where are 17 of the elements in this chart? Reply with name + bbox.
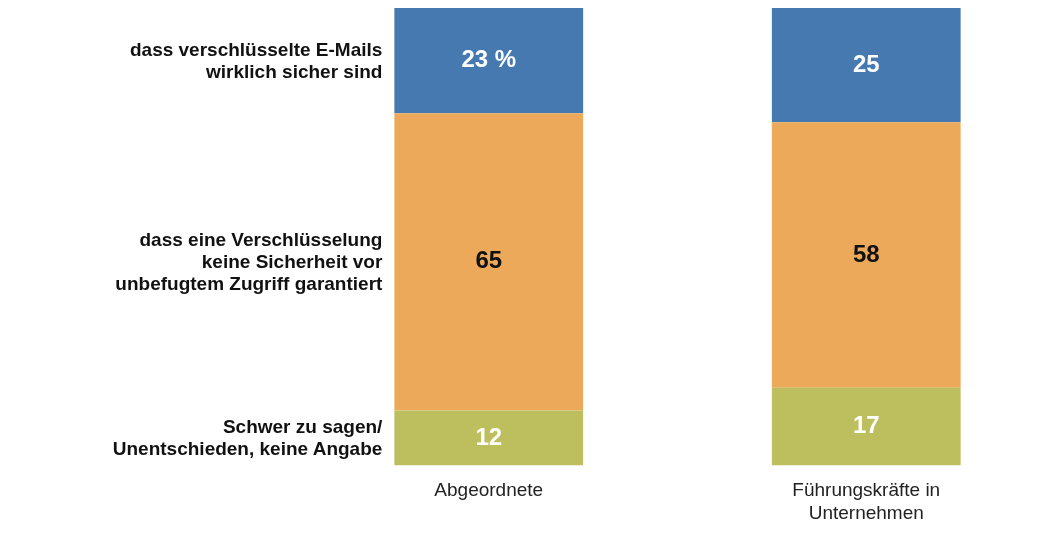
- series-label: dass eine Verschlüsselung keine Sicherheit vor unbefugtem Zugriff garantiert: [114, 228, 383, 295]
- bar: [394, 8, 584, 114]
- x-tick-label: Führungskräfte in Unternehmen: [792, 479, 941, 523]
- data-label: 12: [475, 422, 503, 450]
- data-label: 65: [475, 246, 503, 274]
- data-label: 25: [852, 49, 880, 77]
- bar: [771, 8, 961, 123]
- x-tick-label: Abgeordnete: [434, 479, 544, 501]
- bar: [394, 410, 584, 466]
- bar: [771, 387, 961, 466]
- data-label: 17: [852, 411, 880, 439]
- series-label: Schwer zu sagen/ Unentschieden, keine Angabe: [111, 415, 383, 460]
- series-label: dass verschlüsselte E-Mails wirklich sicher sind: [128, 38, 383, 83]
- bar: [771, 122, 961, 388]
- data-label: 23 %: [461, 45, 517, 73]
- data-label: 58: [852, 239, 880, 267]
- bar: [394, 113, 584, 411]
